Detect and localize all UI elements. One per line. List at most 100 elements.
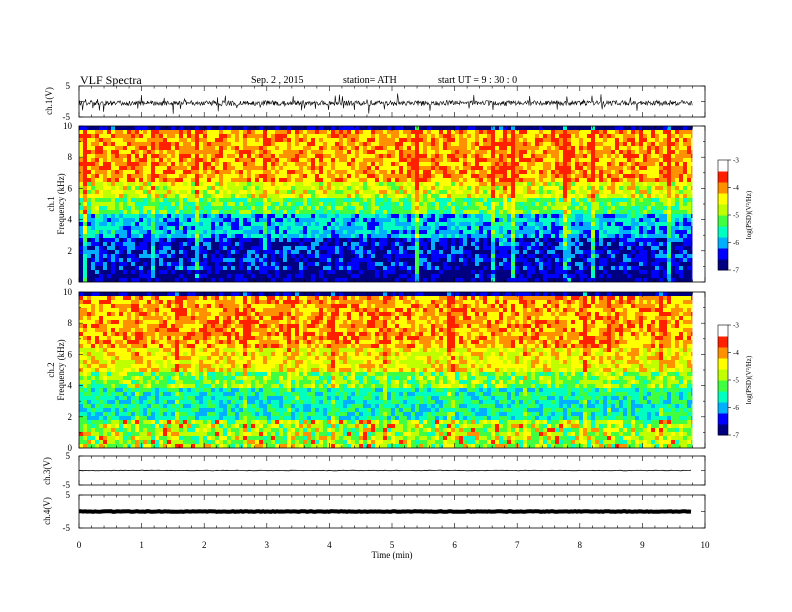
spectrogram-cell — [575, 174, 579, 178]
spectrogram-cell — [191, 238, 195, 242]
spectrogram-cell — [255, 126, 259, 130]
spectrogram-cell — [79, 174, 83, 178]
spectrogram-cell — [435, 214, 439, 218]
spectrogram-cell — [167, 258, 171, 262]
spectrogram-cell — [359, 134, 363, 138]
spectrogram-cell — [107, 198, 111, 202]
spectrogram-cell — [579, 146, 583, 150]
spectrogram-cell — [247, 214, 251, 218]
spectrogram-cell — [151, 270, 155, 274]
spectrogram-cell — [159, 146, 163, 150]
spectrogram-cell — [495, 170, 499, 174]
spectrogram-cell — [143, 246, 147, 250]
spectrogram-cell — [119, 226, 123, 230]
spectrogram-cell — [535, 186, 539, 190]
spectrogram-cell — [103, 170, 107, 174]
spectrogram-cell — [287, 162, 291, 166]
spectrogram-cell — [119, 174, 123, 178]
spectrogram-cell — [279, 150, 283, 154]
spectrogram-cell — [471, 242, 475, 246]
spectrogram-cell — [463, 230, 467, 234]
spectrogram-cell — [183, 162, 187, 166]
spectrogram-cell — [415, 190, 419, 194]
spectrogram-cell — [235, 202, 239, 206]
spectrogram-cell — [507, 170, 511, 174]
spectrogram-cell — [239, 250, 243, 254]
spectrogram-cell — [155, 130, 159, 134]
spectrogram-cell — [483, 254, 487, 258]
spectrogram-cell — [443, 222, 447, 226]
spectrogram-cell — [491, 170, 495, 174]
spectrogram-cell — [355, 234, 359, 238]
spectrogram-cell — [535, 254, 539, 258]
spectrogram-cell — [439, 158, 443, 162]
spectrogram-cell — [227, 154, 231, 158]
spectrogram-cell — [415, 238, 419, 242]
spectrogram-cell — [407, 202, 411, 206]
spectrogram-cell — [391, 182, 395, 186]
spectrogram-cell — [447, 174, 451, 178]
spectrogram-cell — [251, 154, 255, 158]
spectrogram-cell — [539, 158, 543, 162]
spectrogram-cell — [215, 174, 219, 178]
spectrogram-cell — [263, 166, 267, 170]
spectrogram-cell — [143, 198, 147, 202]
spectrogram-cell — [143, 210, 147, 214]
spectrogram-cell — [467, 134, 471, 138]
spectrogram-cell — [235, 166, 239, 170]
spectrogram-cell — [223, 218, 227, 222]
spectrogram-cell — [419, 138, 423, 142]
spectrogram-cell — [99, 126, 103, 130]
spectrogram-cell — [471, 174, 475, 178]
spectrogram-cell — [535, 162, 539, 166]
spectrogram-cell — [283, 182, 287, 186]
spectrogram-cell — [379, 218, 383, 222]
spectrogram-cell — [283, 166, 287, 170]
spectrogram-cell — [271, 146, 275, 150]
spectrogram-cell — [359, 174, 363, 178]
spectrogram-cell — [463, 234, 467, 238]
spectrogram-cell — [395, 254, 399, 258]
spectrogram-cell — [363, 234, 367, 238]
spectrogram-cell — [331, 142, 335, 146]
spectrogram-cell — [355, 242, 359, 246]
spectrogram-cell — [431, 238, 435, 242]
spectrogram-cell — [479, 178, 483, 182]
spectrogram-cell — [451, 154, 455, 158]
spectrogram-cell — [587, 166, 591, 170]
spectrogram-cell — [363, 162, 367, 166]
spectrogram-cell — [279, 270, 283, 274]
spectrogram-cell — [399, 250, 403, 254]
spectrogram-cell — [335, 246, 339, 250]
spectrogram-cell — [259, 198, 263, 202]
spectrogram-cell — [195, 146, 199, 150]
spectrogram-cell — [135, 142, 139, 146]
spectrogram-cell — [187, 258, 191, 262]
spectrogram-cell — [291, 242, 295, 246]
spectrogram-cell — [247, 186, 251, 190]
spectrogram-cell — [419, 234, 423, 238]
spectrogram-cell — [115, 154, 119, 158]
spectrogram-cell — [147, 270, 151, 274]
spectrogram-cell — [207, 230, 211, 234]
spectrogram-cell — [199, 202, 203, 206]
spectrogram-cell — [475, 178, 479, 182]
spectrogram-cell — [503, 194, 507, 198]
spectrogram-cell — [159, 174, 163, 178]
spectrogram-cell — [191, 258, 195, 262]
spectrogram-cell — [211, 234, 215, 238]
spectrogram-cell — [159, 158, 163, 162]
spectrogram-cell — [111, 246, 115, 250]
spectrogram-cell — [79, 246, 83, 250]
spectrogram-cell — [235, 134, 239, 138]
spectrogram-cell — [87, 214, 91, 218]
spectrogram-cell — [511, 146, 515, 150]
spectrogram-cell — [167, 186, 171, 190]
spectrogram-cell — [455, 222, 459, 226]
spectrogram-cell — [315, 254, 319, 258]
spectrogram-cell — [535, 262, 539, 266]
spectrogram-cell — [507, 142, 511, 146]
spectrogram-cell — [547, 234, 551, 238]
spectrogram-cell — [543, 134, 547, 138]
spectrogram-cell — [287, 218, 291, 222]
